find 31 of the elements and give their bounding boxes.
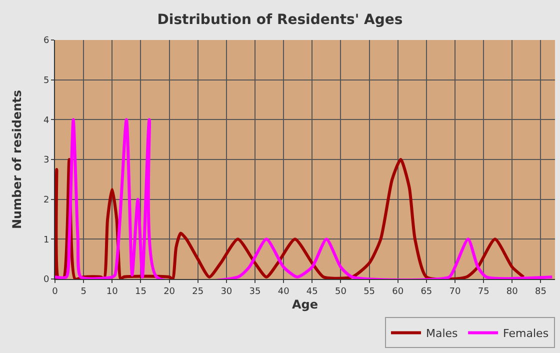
x-tick-label: 15 xyxy=(134,286,146,297)
x-axis-title: Age xyxy=(292,298,318,312)
line-series xyxy=(55,158,526,279)
x-tick-label: 75 xyxy=(478,286,490,297)
x-tick-label: 85 xyxy=(534,286,546,297)
x-tick-label: 55 xyxy=(364,286,376,297)
y-tick-label: 2 xyxy=(43,195,50,206)
x-tick-label: 10 xyxy=(106,286,118,297)
x-tick-label: 45 xyxy=(306,286,318,297)
x-tick-label: 5 xyxy=(80,286,86,297)
x-tick-label: 25 xyxy=(192,286,204,297)
x-tick-label: 60 xyxy=(392,286,404,297)
x-tick-label: 70 xyxy=(449,286,461,297)
x-tick-label: 65 xyxy=(420,286,432,297)
legend-label: Males xyxy=(426,327,458,340)
x-tick-label: 35 xyxy=(249,286,261,297)
x-tick-label: 50 xyxy=(334,286,347,297)
y-tick-label: 5 xyxy=(43,76,50,86)
x-tick-label: 80 xyxy=(506,286,518,297)
chart-title: Distribution of Residents' Ages xyxy=(157,12,403,28)
x-tick-label: 20 xyxy=(164,286,176,297)
legend-label: Females xyxy=(503,327,549,340)
x-tick-label: 0 xyxy=(52,286,58,297)
x-tick-label: 30 xyxy=(220,286,232,297)
y-tick-label: 3 xyxy=(43,156,50,166)
y-tick-label: 4 xyxy=(43,116,50,126)
y-axis-title: Number of residents xyxy=(10,90,24,230)
x-tick-label: 40 xyxy=(278,286,290,297)
y-tick-label: 1 xyxy=(43,235,50,246)
y-tick-label: 0 xyxy=(43,275,50,286)
y-tick-label: 6 xyxy=(43,36,50,46)
